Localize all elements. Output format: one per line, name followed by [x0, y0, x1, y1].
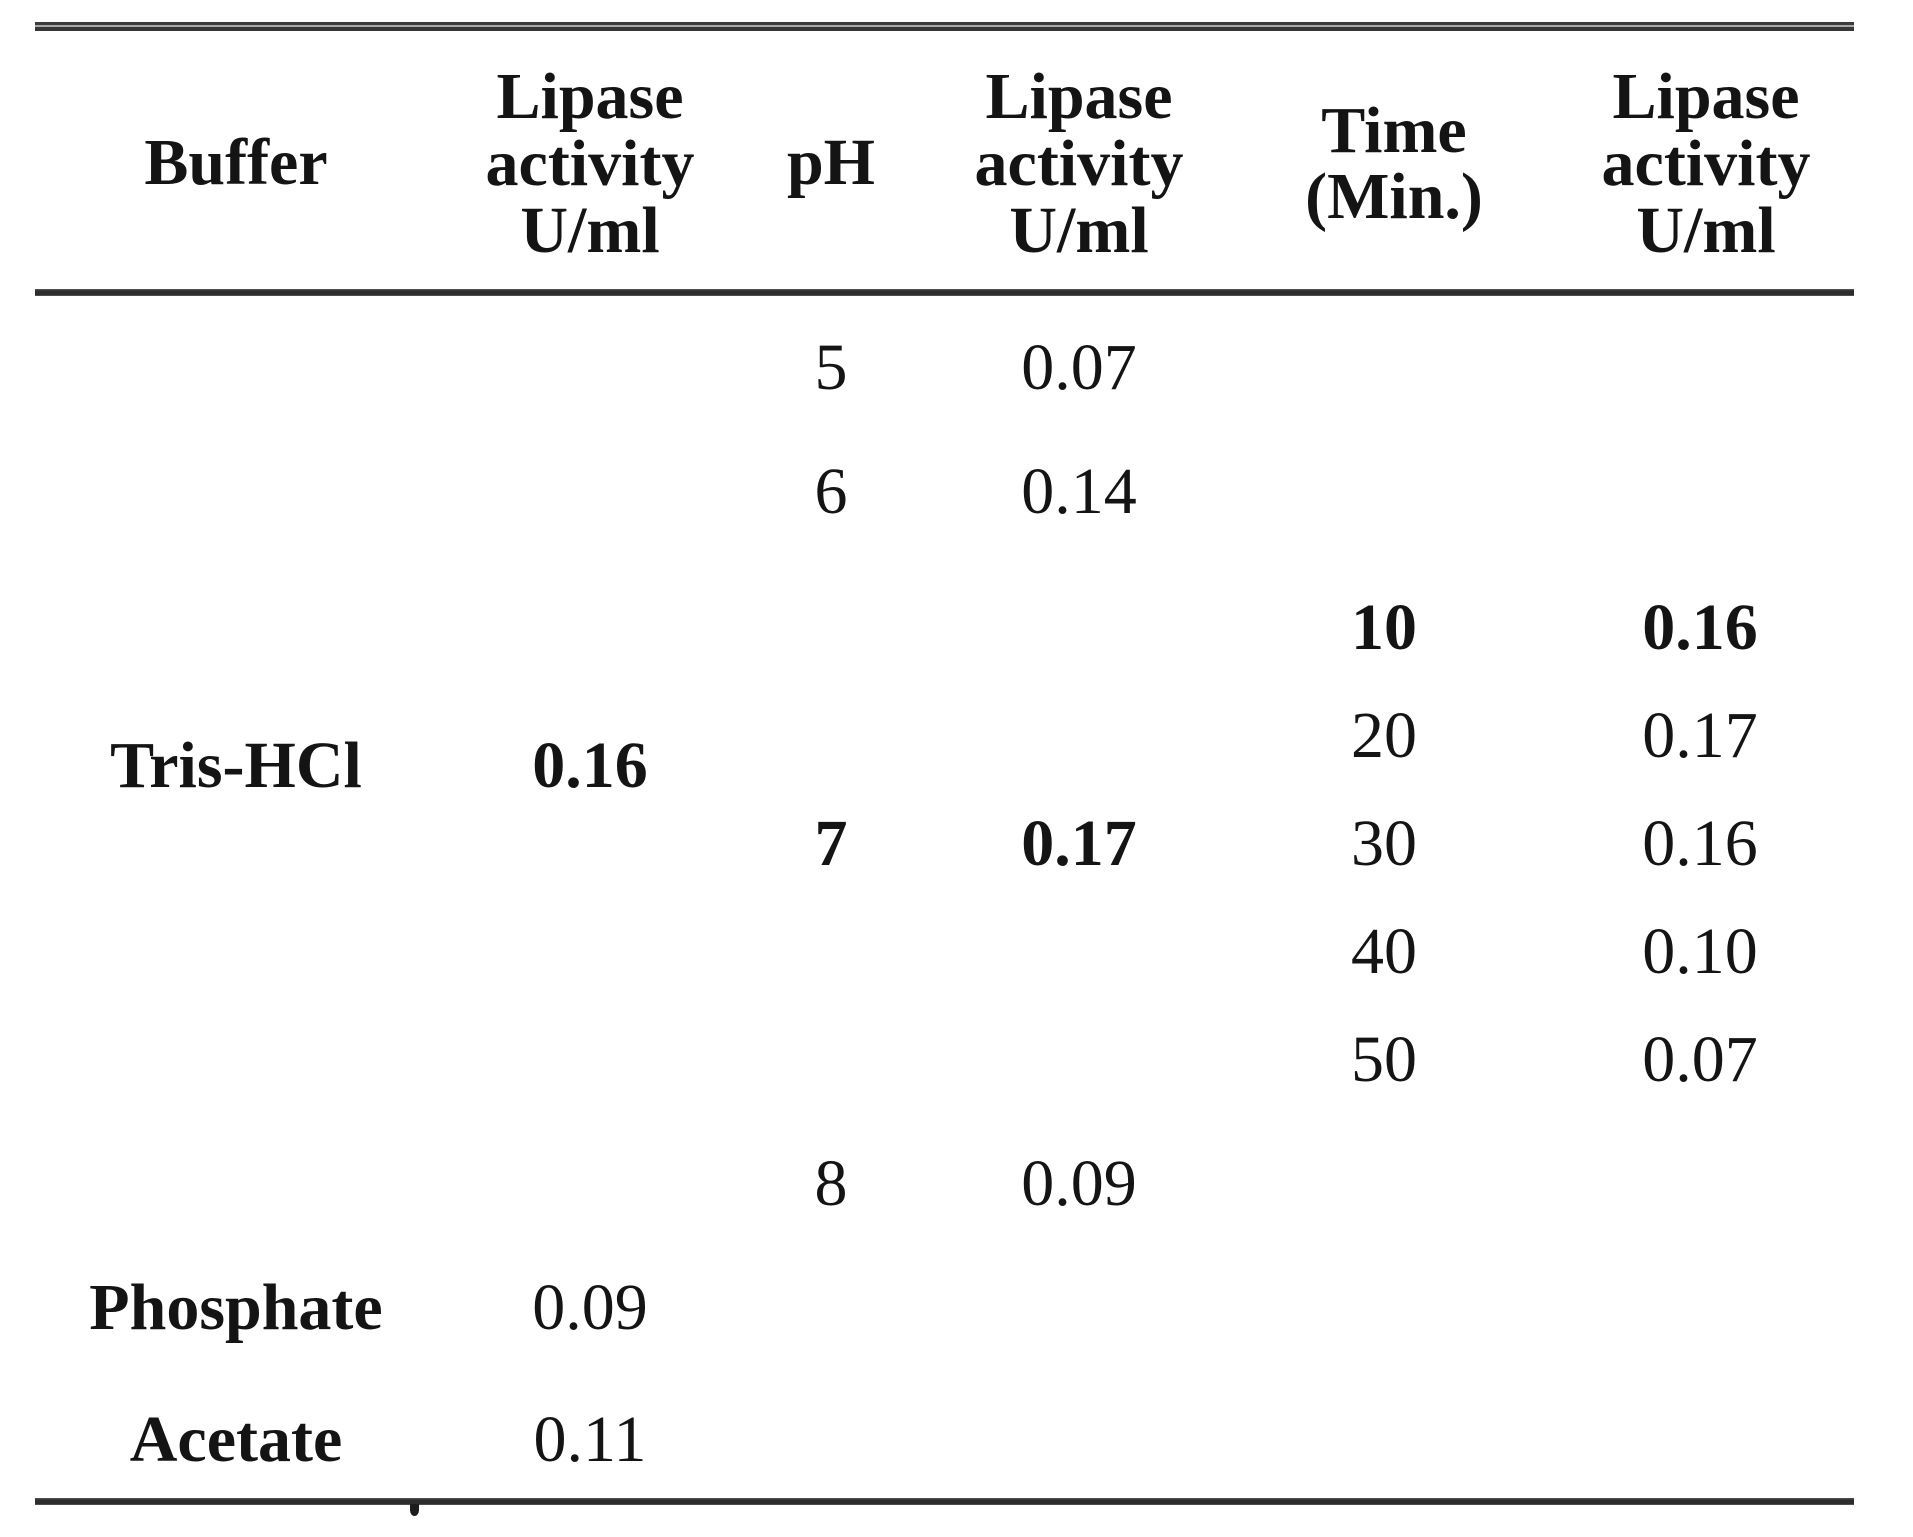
- time-activity-cell: 0.10: [1642, 915, 1758, 988]
- ph-activity-cell: 0.14: [1021, 455, 1137, 528]
- time-value-cell: 50: [1351, 1023, 1417, 1096]
- time-value-cell: 30: [1351, 807, 1417, 880]
- ph-activity-cell: 0.17: [1021, 807, 1137, 880]
- buffer-name-cell: Tris-HCl: [110, 729, 362, 802]
- col-header-lipase-activity-1-line1: Lipase: [496, 60, 684, 133]
- buffer-activity-cell: 0.09: [532, 1271, 648, 1344]
- time-activity-cell: 0.16: [1642, 807, 1758, 880]
- buffer-name-cell: Acetate: [129, 1403, 343, 1476]
- time-activity-cell: 0.16: [1642, 591, 1758, 664]
- col-header-lipase-activity-3-line1: Lipase: [1612, 60, 1800, 133]
- scan-artifact-mark: [410, 1504, 419, 1516]
- col-header-ph: pH: [786, 126, 876, 199]
- time-activity-cell: 0.07: [1642, 1023, 1758, 1096]
- col-header-time-line2: (Min.): [1305, 160, 1483, 233]
- table-top-rule: [35, 22, 1854, 31]
- col-header-lipase-activity-3-line2: activity: [1601, 127, 1811, 200]
- col-header-lipase-activity-2-line1: Lipase: [985, 60, 1173, 133]
- ph-value-cell: 5: [814, 331, 848, 404]
- col-header-lipase-activity-3-line3: U/ml: [1636, 194, 1776, 267]
- col-header-lipase-activity-2-line2: activity: [974, 127, 1184, 200]
- col-header-lipase-activity-1-line3: U/ml: [520, 194, 660, 267]
- buffer-name-cell: Phosphate: [89, 1271, 383, 1344]
- buffer-activity-cell: 0.11: [533, 1403, 647, 1476]
- time-value-cell: 10: [1351, 591, 1417, 664]
- ph-value-cell: 7: [814, 807, 848, 880]
- col-header-lipase-activity-1-line2: activity: [485, 127, 695, 200]
- buffer-activity-cell: 0.16: [532, 729, 648, 802]
- time-value-cell: 40: [1351, 915, 1417, 988]
- ph-activity-cell: 0.07: [1021, 331, 1137, 404]
- time-value-cell: 20: [1351, 699, 1417, 772]
- time-activity-cell: 0.17: [1642, 699, 1758, 772]
- col-header-lipase-activity-2-line3: U/ml: [1009, 194, 1149, 267]
- col-header-time-line1: Time: [1321, 94, 1467, 167]
- col-header-buffer: Buffer: [144, 126, 328, 199]
- table-bottom-rule: [35, 1498, 1854, 1505]
- table-header-separator-rule: [35, 289, 1854, 296]
- ph-activity-cell: 0.09: [1021, 1147, 1137, 1220]
- ph-value-cell: 6: [814, 455, 848, 528]
- ph-value-cell: 8: [814, 1147, 848, 1220]
